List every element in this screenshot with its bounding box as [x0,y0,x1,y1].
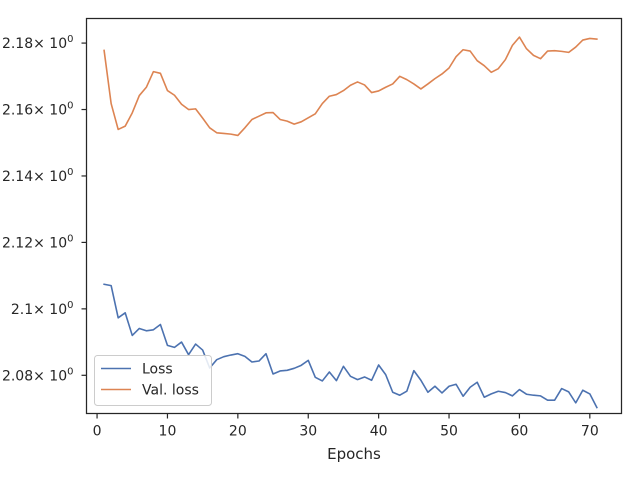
x-axis-ticks: 0 10 20 30 40 50 60 70 [93,413,599,440]
series-line-1 [103,36,598,137]
x-tick-label: 30 [299,424,317,440]
y-tick-label: 2.12× 100 [2,233,74,251]
y-tick-label: 2.08× 100 [2,366,74,384]
y-tick-label: 2.16× 100 [2,101,74,119]
x-tick-label: 10 [159,424,177,440]
x-tick-label: 70 [581,424,599,440]
series-line-0 [103,283,598,409]
legend: Loss Val. loss [94,355,212,406]
legend-label-1: Val. loss [142,383,199,399]
y-tick-label: 2.18× 100 [2,34,74,52]
x-tick-label: 0 [93,424,102,440]
legend-label-0: Loss [142,362,173,378]
y-tick-label: 2.14× 100 [2,167,74,185]
series-lines [103,36,598,409]
x-tick-label: 40 [370,424,388,440]
x-tick-label: 50 [440,424,458,440]
y-axis-ticks: 2.08× 100 2.1× 100 2.12× 100 2.14× 100 2.16×… [2,34,87,384]
plot-frame [85,17,623,415]
x-axis-label: Epochs [327,445,381,463]
x-tick-label: 60 [511,424,529,440]
x-tick-label: 20 [229,424,247,440]
y-tick-label: 2.1× 100 [11,300,74,318]
plot-area [86,18,622,414]
